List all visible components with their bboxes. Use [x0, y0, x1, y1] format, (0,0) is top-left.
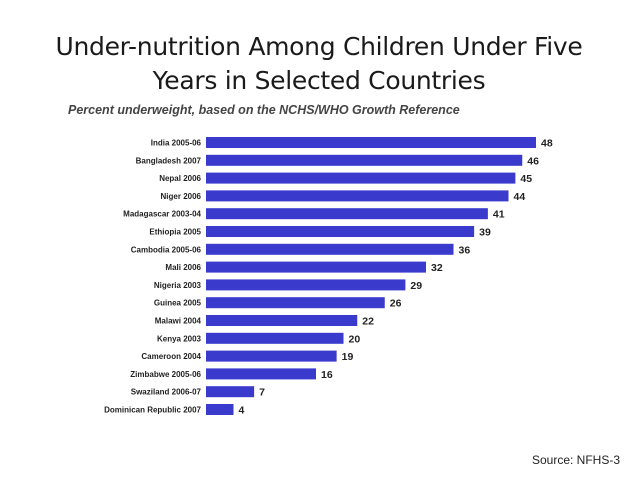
category-label: Malawi 2004: [155, 317, 202, 326]
slide-title-line-1: Under-nutrition Among Children Under Fiv…: [55, 32, 583, 61]
category-label: Swaziland 2006-07: [131, 388, 202, 397]
value-label: 20: [349, 333, 361, 345]
value-label: 41: [493, 209, 505, 221]
bars-group: India 2005-06 48 Bangladesh 2007 46 Nepal 20…: [104, 137, 553, 417]
value-label: 44: [514, 191, 526, 203]
category-label: Guinea 2005: [154, 299, 202, 308]
category-label: India 2005-06: [151, 139, 202, 148]
value-label: 39: [479, 227, 491, 239]
value-label: 45: [520, 173, 532, 185]
category-label: Kenya 2003: [157, 334, 202, 343]
bar: [206, 332, 344, 344]
bar: [206, 279, 406, 291]
value-label: 26: [390, 298, 402, 310]
bar: [206, 137, 536, 148]
slide-title-line-2: Years in Selected Countries: [152, 66, 486, 95]
bar: [206, 297, 385, 309]
bar: [206, 243, 454, 255]
slide-title: Under-nutrition Among Children Under Fiv…: [0, 30, 638, 98]
category-label: Nepal 2006: [159, 174, 201, 183]
value-label: 46: [527, 155, 539, 167]
source-note: Source: NFHS-3: [531, 453, 620, 467]
category-label: Madagascar 2003-04: [123, 210, 201, 219]
bar: [206, 154, 523, 166]
category-label: Mali 2006: [165, 263, 201, 272]
value-label: 36: [459, 244, 471, 256]
bar: [206, 368, 316, 380]
value-label: 32: [431, 262, 443, 274]
bar: [206, 350, 337, 362]
value-label: 48: [541, 138, 553, 150]
category-label: Dominican Republic 2007: [104, 406, 201, 415]
value-label: 22: [362, 316, 374, 328]
category-label: Ethiopia 2005: [149, 228, 201, 237]
bar: [206, 404, 234, 415]
category-label: Cameroon 2004: [141, 352, 201, 361]
category-label: Bangladesh 2007: [136, 156, 202, 165]
category-label: Nigeria 2003: [154, 281, 202, 290]
value-label: 4: [239, 405, 245, 417]
chart-subtitle: Percent underweight, based on the NCHS/W…: [68, 103, 460, 117]
bar: [206, 208, 488, 220]
value-label: 19: [342, 351, 354, 363]
value-label: 29: [410, 280, 422, 292]
category-label: Zimbabwe 2005-06: [130, 370, 201, 379]
category-label: Cambodia 2005-06: [131, 245, 202, 254]
value-label: 16: [321, 369, 333, 381]
category-label: Niger 2006: [161, 192, 202, 201]
bar: [206, 190, 509, 202]
bar: [206, 226, 475, 237]
bar: [206, 386, 255, 398]
bar: [206, 172, 516, 184]
bar: [206, 315, 358, 326]
bar: [206, 261, 426, 273]
value-label: 7: [259, 387, 265, 399]
